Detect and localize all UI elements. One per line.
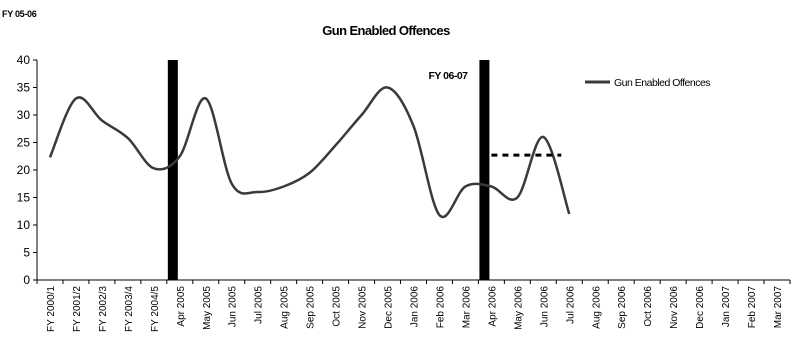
x-tick-label: Oct 2005 [332, 286, 343, 327]
series-group [48, 86, 571, 219]
series-line [48, 86, 571, 219]
fy-label: FY 06-07 [429, 70, 469, 82]
x-tick-label: Jun 2006 [539, 286, 550, 328]
x-tick-label: Apr 2005 [176, 286, 187, 327]
y-tick-label: 20 [17, 163, 31, 177]
fy-markers [167, 60, 490, 280]
x-tick-label: Dec 2006 [695, 286, 706, 329]
x-tick-label: Nov 2005 [358, 286, 369, 329]
x-tick-label: FY 2002/3 [98, 286, 109, 332]
x-tick-label: Aug 2006 [591, 286, 602, 329]
fy-marker-bar [479, 60, 490, 280]
fy-marker-bar [167, 60, 178, 280]
x-tick-label: Jul 2006 [565, 286, 576, 324]
y-tick-label: 0 [23, 273, 30, 287]
x-tick-label: Nov 2006 [669, 286, 680, 329]
x-tick-label: Jun 2005 [228, 286, 239, 328]
x-tick-label: Aug 2005 [280, 286, 291, 329]
x-tick-label: Feb 2006 [435, 286, 446, 329]
x-tick-label: Mar 2006 [461, 286, 472, 329]
x-tick-label: Sep 2006 [617, 286, 628, 329]
x-tick-label: Mar 2007 [773, 286, 784, 329]
x-tick-label: Jan 2007 [721, 286, 732, 328]
x-tick-label: FY 2000/1 [46, 286, 57, 332]
y-tick-label: 25 [17, 136, 31, 150]
x-tick-label: Feb 2007 [747, 286, 758, 329]
x-tick-label: Jan 2006 [410, 286, 421, 328]
x-tick-label: Apr 2006 [487, 286, 498, 327]
y-tick-label: 15 [17, 191, 31, 205]
x-tick-label: Jul 2005 [254, 286, 265, 324]
y-tick-label: 40 [17, 53, 31, 67]
legend: Gun Enabled Offences [585, 77, 711, 89]
y-tick-label: 10 [17, 218, 31, 232]
corner-label: FY 05-06 [2, 9, 37, 19]
y-tick-label: 35 [17, 81, 31, 95]
x-tick-label: FY 2001/2 [72, 286, 83, 332]
x-tick-label: FY 2004/5 [150, 286, 161, 332]
legend-label: Gun Enabled Offences [614, 77, 710, 89]
y-tick-label: 5 [23, 246, 30, 260]
x-tick-label: May 2005 [202, 286, 213, 330]
x-tick-label: May 2006 [513, 286, 524, 330]
x-tick-label: Dec 2005 [384, 286, 395, 329]
y-tick-label: 30 [17, 108, 31, 122]
x-tick-label: FY 2003/4 [124, 286, 135, 332]
y-ticks: 0 5 10 15 20 25 30 35 40 [17, 53, 37, 287]
x-tick-label: Oct 2006 [643, 286, 654, 327]
x-tick-label: Sep 2005 [306, 286, 317, 329]
x-ticks: FY 2000/1 FY 2001/2 FY 2002/3 FY 2003/4 FY 2… [36, 280, 791, 332]
chart-title: Gun Enabled Offences [322, 23, 450, 38]
